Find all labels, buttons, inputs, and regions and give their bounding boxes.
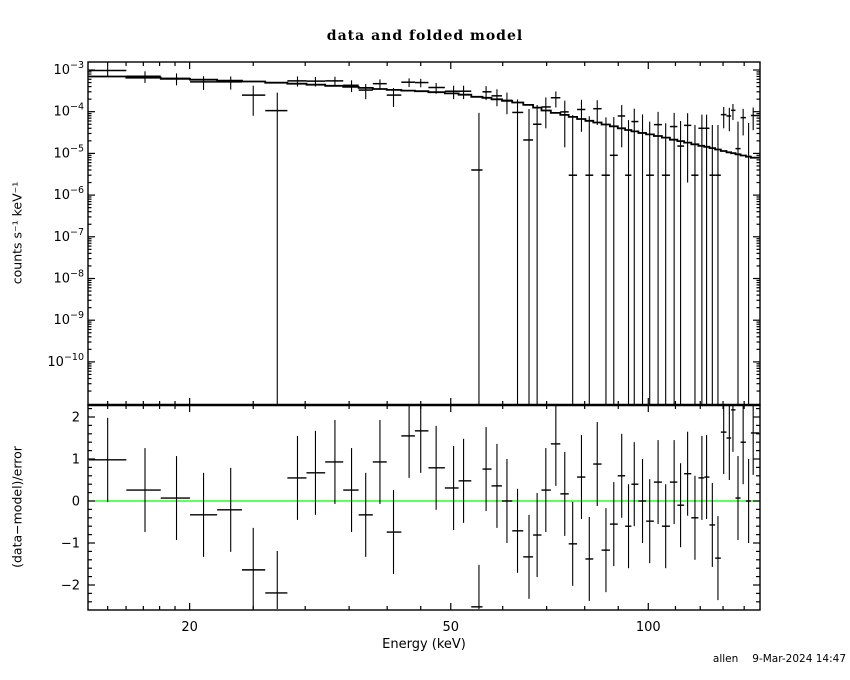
footer-signature: allen 9-Mar-2024 14:47 xyxy=(713,653,846,665)
x-tick-label: 50 xyxy=(442,620,459,635)
footer-timestamp: 9-Mar-2024 14:47 xyxy=(752,653,846,665)
y-top-tick-label: 10−5 xyxy=(53,143,84,161)
plot-title: data and folded model xyxy=(326,28,524,44)
axis-ticks xyxy=(88,62,760,610)
y-bottom-tick-label: 1 xyxy=(72,453,80,468)
x-axis-label: Energy (keV) xyxy=(382,637,466,652)
y-top-tick-label: 10−8 xyxy=(53,269,84,287)
bottom-panel-frame xyxy=(87,404,761,611)
y-top-tick-label: 10−7 xyxy=(53,227,84,245)
y-top-tick-label: 10−3 xyxy=(53,60,84,78)
y-bottom-tick-label: −2 xyxy=(61,579,80,594)
spectrum-panel xyxy=(89,65,759,404)
data-points xyxy=(89,65,759,404)
y-top-tick-label: 10−9 xyxy=(53,310,84,328)
residual-panel xyxy=(89,406,759,609)
y-top-tick-label: 10−4 xyxy=(53,102,84,120)
y-bottom-tick-label: −1 xyxy=(61,537,80,552)
y-axis-label-top: counts s⁻¹ keV⁻¹ xyxy=(9,181,25,285)
x-tick-label: 100 xyxy=(636,620,661,635)
y-bottom-tick-label: 0 xyxy=(72,495,80,510)
residual-points xyxy=(89,406,759,609)
x-tick-label: 20 xyxy=(181,620,198,635)
top-panel-frame xyxy=(87,61,761,406)
y-top-tick-label: 10−6 xyxy=(53,185,84,203)
y-top-tick-label: 10−10 xyxy=(47,352,84,370)
footer-user: allen xyxy=(712,653,739,665)
model-line xyxy=(89,75,759,159)
y-bottom-tick-label: 2 xyxy=(72,411,80,426)
tick-labels: 20 50 10010−310−410−510−610−710−810−910−10… xyxy=(47,60,660,635)
y-axis-label-bottom: (data−model)/error xyxy=(9,446,25,568)
